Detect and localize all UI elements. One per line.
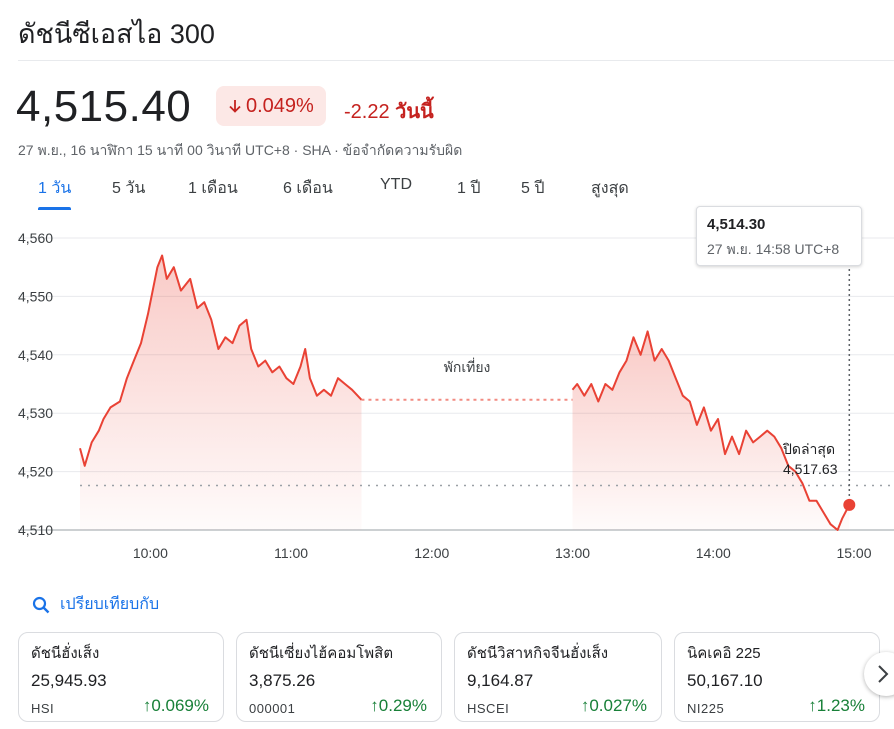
change-amount: -2.22 [344,101,390,123]
change-period: วันนี้ [395,101,434,123]
x-tick-label: 13:00 [555,545,590,561]
tab-1-year[interactable]: 1 ปี [457,180,481,197]
tooltip-value: 4,514.30 [707,216,766,233]
tooltip-datetime: 27 พ.ย. 14:58 UTC+8 [707,241,840,257]
price-chart[interactable]: 4,510 4,520 4,530 4,540 4,550 4,560 10:00 11:00… [0,210,894,570]
arrow-up-icon: ↑ [808,696,817,715]
tab-5-day[interactable]: 5 วัน [112,180,146,197]
tab-ytd[interactable]: YTD [380,176,412,193]
card-symbol: NI225 [687,701,725,716]
compare-label: เปรียบเทียบกับ [60,596,160,613]
compare-card-shanghai[interactable]: ดัชนีเซี่ยงไฮ้คอมโพสิต 3,875.26 000001 ↑… [236,632,442,722]
area-fill [80,255,362,530]
compare-link[interactable]: เปรียบเทียบกับ [32,592,159,617]
current-price: 4,515.40 [16,82,192,131]
chart-tooltip: 4,514.30 27 พ.ย. 14:58 UTC+8 [696,206,862,266]
y-tick-label: 4,520 [18,464,53,480]
arrow-down-icon [229,100,241,113]
card-change-value: 1.23% [816,696,865,715]
card-symbol: HSI [31,701,55,716]
compare-card-hscei[interactable]: ดัชนีวิสาหกิจจีนฮั่งเส็ง 9,164.87 HSCEI … [454,632,662,722]
price-line [79,254,363,467]
y-tick-label: 4,550 [18,288,53,304]
card-change-value: 0.29% [378,696,427,715]
time-range-tabs: 1 วัน 5 วัน 1 เดือน 6 เดือน YTD 1 ปี 5 ป… [0,176,700,210]
tab-6-month[interactable]: 6 เดือน [283,180,333,197]
card-change: ↑1.23% [808,696,865,716]
change-percent-badge: 0.049% [216,86,326,126]
y-tick-label: 4,530 [18,405,53,421]
card-name: ดัชนีเซี่ยงไฮ้คอมโพสิต [249,645,394,662]
card-change: ↑0.29% [370,696,427,716]
card-symbol: HSCEI [467,701,510,716]
next-cards-button[interactable] [864,652,894,696]
card-name: นิคเคอิ 225 [687,645,761,662]
quote-meta: 27 พ.ย., 16 นาฬิกา 15 นาที 00 วินาที UTC… [18,142,463,158]
tab-max[interactable]: สูงสุด [591,180,629,197]
x-tick-label: 15:00 [836,545,871,561]
compare-card-hsi[interactable]: ดัชนีฮั่งเส็ง 25,945.93 HSI ↑0.069% [18,632,224,722]
previous-close-value: 4,517.63 [783,461,838,477]
card-value: 9,164.87 [467,671,534,690]
card-name: ดัชนีฮั่งเส็ง [31,645,100,662]
price-line [571,330,851,531]
x-tick-label: 10:00 [133,545,168,561]
card-change: ↑0.069% [143,696,209,716]
card-change-value: 0.027% [589,696,647,715]
card-symbol: 000001 [249,701,296,716]
arrow-up-icon: ↑ [580,696,590,715]
lunch-break-label: พักเที่ยง [444,358,491,375]
change-value: -2.22 วันนี้ [344,95,434,127]
arrow-up-icon: ↑ [142,696,152,715]
arrow-up-icon: ↑ [370,696,379,715]
tab-1-day[interactable]: 1 วัน [38,176,72,210]
page-title: ดัชนีซีเอสไอ 300 [18,19,215,49]
card-name: ดัชนีวิสาหกิจจีนฮั่งเส็ง [467,645,609,662]
tab-5-year[interactable]: 5 ปี [521,180,545,197]
card-change-value: 0.069% [151,696,209,715]
x-tick-label: 11:00 [274,545,308,561]
previous-close-label: ปิดล่าสุด [783,441,836,458]
x-tick-label: 12:00 [414,545,449,561]
chevron-right-icon [878,665,889,683]
card-value: 50,167.10 [687,671,763,690]
card-value: 3,875.26 [249,671,316,690]
y-tick-label: 4,510 [18,522,53,538]
search-icon [32,596,50,613]
card-value: 25,945.93 [31,671,107,690]
current-point-marker [843,498,856,511]
compare-card-nikkei[interactable]: นิคเคอิ 225 50,167.10 NI225 ↑1.23% [674,632,880,722]
tab-1-month[interactable]: 1 เดือน [188,180,238,197]
x-tick-label: 14:00 [696,545,731,561]
card-change: ↑0.027% [581,696,647,716]
y-tick-label: 4,540 [18,347,53,363]
change-percent: 0.049% [246,94,314,117]
y-tick-label: 4,560 [18,230,53,246]
divider [18,60,894,61]
